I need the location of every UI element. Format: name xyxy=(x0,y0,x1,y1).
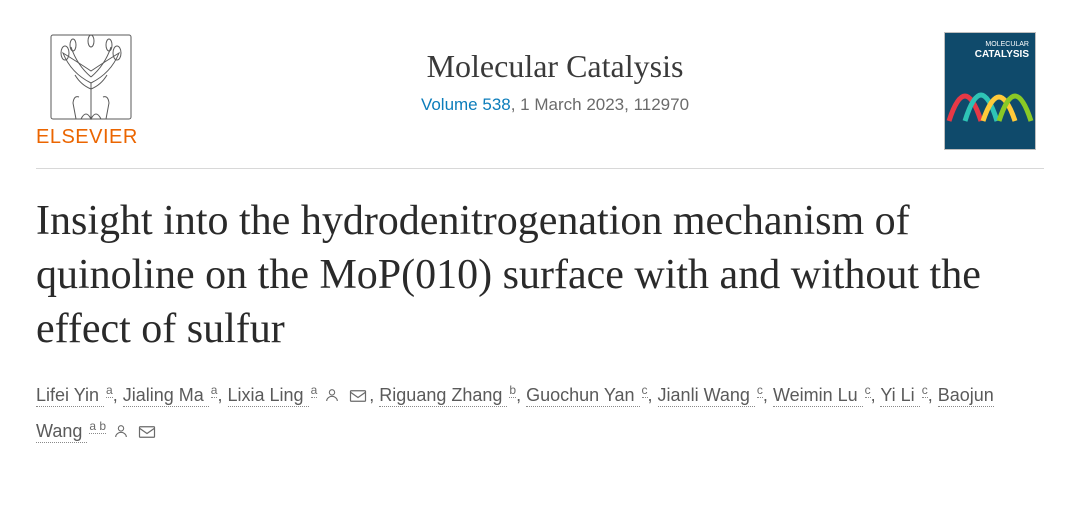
affiliation-mark[interactable]: a xyxy=(211,383,218,398)
person-icon[interactable] xyxy=(113,416,129,450)
affiliation-mark[interactable]: c xyxy=(642,383,648,398)
person-icon[interactable] xyxy=(324,380,340,414)
article-title: Insight into the hydrodenitrogenation me… xyxy=(36,195,1044,356)
author-link[interactable]: Weimin Lu xyxy=(773,385,863,407)
author-link[interactable]: Jialing Ma xyxy=(123,385,209,407)
author-link[interactable]: Guochun Yan xyxy=(526,385,639,407)
cover-line1: MOLECULAR xyxy=(975,41,1029,49)
author-list: Lifei Yin a, Jialing Ma a, Lixia Ling a … xyxy=(36,378,1044,450)
affiliation-mark[interactable]: a xyxy=(106,383,113,398)
mail-icon[interactable] xyxy=(349,380,367,414)
publisher-block: ELSEVIER xyxy=(36,32,166,149)
journal-title[interactable]: Molecular Catalysis xyxy=(166,48,944,85)
volume-link[interactable]: Volume 538 xyxy=(421,95,511,114)
journal-block: Molecular Catalysis Volume 538, 1 March … xyxy=(166,32,944,115)
journal-cover-image: MOLECULAR CATALYSIS xyxy=(944,32,1036,150)
affiliation-mark[interactable]: b xyxy=(509,383,516,398)
cover-art-icon xyxy=(945,61,1036,131)
author-link[interactable]: Jianli Wang xyxy=(658,385,755,407)
cover-line2: CATALYSIS xyxy=(975,49,1029,60)
publisher-brand: ELSEVIER xyxy=(36,126,166,149)
author-link[interactable]: Yi Li xyxy=(880,385,919,407)
affiliation-mark[interactable]: c xyxy=(757,383,763,398)
journal-meta: Volume 538, 1 March 2023, 112970 xyxy=(166,95,944,115)
author-link[interactable]: Lifei Yin xyxy=(36,385,104,407)
affiliation-mark[interactable]: c xyxy=(922,383,928,398)
header-row: ELSEVIER Molecular Catalysis Volume 538,… xyxy=(36,32,1044,169)
affiliation-mark[interactable]: a xyxy=(311,383,318,398)
journal-cover[interactable]: MOLECULAR CATALYSIS xyxy=(944,32,1044,150)
affiliation-mark[interactable]: a b xyxy=(89,419,106,434)
author-link[interactable]: Lixia Ling xyxy=(228,385,309,407)
affiliation-mark[interactable]: c xyxy=(865,383,871,398)
issue-meta: , 1 March 2023, 112970 xyxy=(511,95,689,114)
mail-icon[interactable] xyxy=(138,416,156,450)
elsevier-tree-icon xyxy=(36,32,146,122)
author-link[interactable]: Riguang Zhang xyxy=(379,385,507,407)
